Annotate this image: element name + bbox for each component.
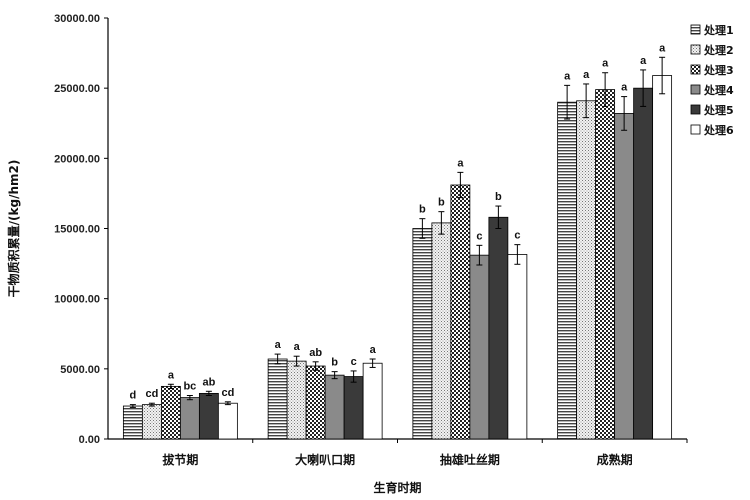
bar	[179, 397, 200, 440]
legend-swatch	[690, 44, 701, 55]
significance-label: b	[438, 197, 445, 209]
bar	[595, 89, 616, 440]
bar	[324, 374, 345, 440]
legend-swatch	[690, 104, 701, 115]
legend-swatch	[690, 64, 701, 75]
bar	[286, 360, 307, 440]
bar	[305, 365, 326, 440]
significance-label: a	[659, 42, 666, 54]
y-tick-label: 30000.00	[54, 13, 100, 25]
bar	[141, 404, 162, 440]
significance-label: a	[640, 55, 647, 67]
bar	[362, 362, 383, 440]
significance-label: b	[495, 191, 502, 203]
significance-label: a	[168, 369, 175, 381]
significance-label: a	[275, 339, 282, 351]
x-axis-title: 生育时期	[373, 480, 421, 495]
legend-label: 处理3	[703, 63, 734, 77]
y-tick-label: 25000.00	[54, 83, 100, 95]
significance-label: a	[370, 344, 377, 356]
bar	[469, 254, 490, 440]
bar	[431, 222, 452, 440]
bar	[198, 392, 219, 440]
bar	[412, 228, 433, 440]
significance-label: cd	[221, 387, 234, 399]
bar	[576, 100, 597, 440]
bar	[343, 376, 364, 440]
y-tick-label: 15000.00	[54, 224, 100, 236]
bar	[557, 101, 578, 440]
bar	[488, 216, 509, 440]
bar	[122, 405, 143, 440]
legend-swatch	[690, 124, 701, 135]
significance-label: a	[564, 70, 571, 82]
x-category-label: 大喇叭口期	[295, 452, 355, 467]
bar	[614, 113, 635, 440]
significance-label: c	[514, 230, 520, 242]
legend-label: 处理1	[703, 23, 734, 37]
legend-label: 处理6	[703, 123, 734, 137]
significance-label: ab	[202, 376, 215, 388]
significance-label: c	[351, 356, 357, 368]
legend-swatch	[690, 24, 701, 35]
bar	[217, 402, 238, 440]
significance-label: a	[583, 69, 590, 81]
significance-label: c	[476, 230, 482, 242]
y-axis-title: 干物质积累量/(kg/hm2)	[6, 160, 21, 298]
significance-label: d	[130, 390, 137, 402]
significance-label: a	[621, 82, 628, 94]
bar	[450, 184, 471, 440]
significance-label: bc	[183, 380, 196, 392]
legend-label: 处理2	[703, 43, 734, 57]
x-category-label: 抽雄吐丝期	[440, 452, 500, 467]
bar	[267, 358, 288, 440]
legend-label: 处理5	[703, 103, 734, 117]
bar	[160, 385, 181, 440]
x-category-label: 成熟期	[597, 452, 633, 467]
significance-label: cd	[145, 388, 158, 400]
significance-label: b	[331, 357, 338, 369]
significance-label: a	[602, 58, 609, 70]
bar	[633, 87, 654, 440]
x-category-label: 拔节期	[162, 452, 198, 467]
legend-swatch	[690, 84, 701, 95]
bar	[507, 254, 528, 440]
significance-label: a	[294, 341, 301, 353]
legend-label: 处理4	[703, 83, 734, 97]
bar	[652, 75, 673, 440]
y-tick-label: 0.00	[79, 434, 100, 446]
significance-label: a	[457, 157, 464, 169]
y-tick-label: 10000.00	[54, 294, 100, 306]
y-tick-label: 20000.00	[54, 153, 100, 165]
significance-label: ab	[309, 347, 322, 359]
y-tick-label: 5000.00	[60, 364, 100, 376]
significance-label: b	[419, 204, 426, 216]
